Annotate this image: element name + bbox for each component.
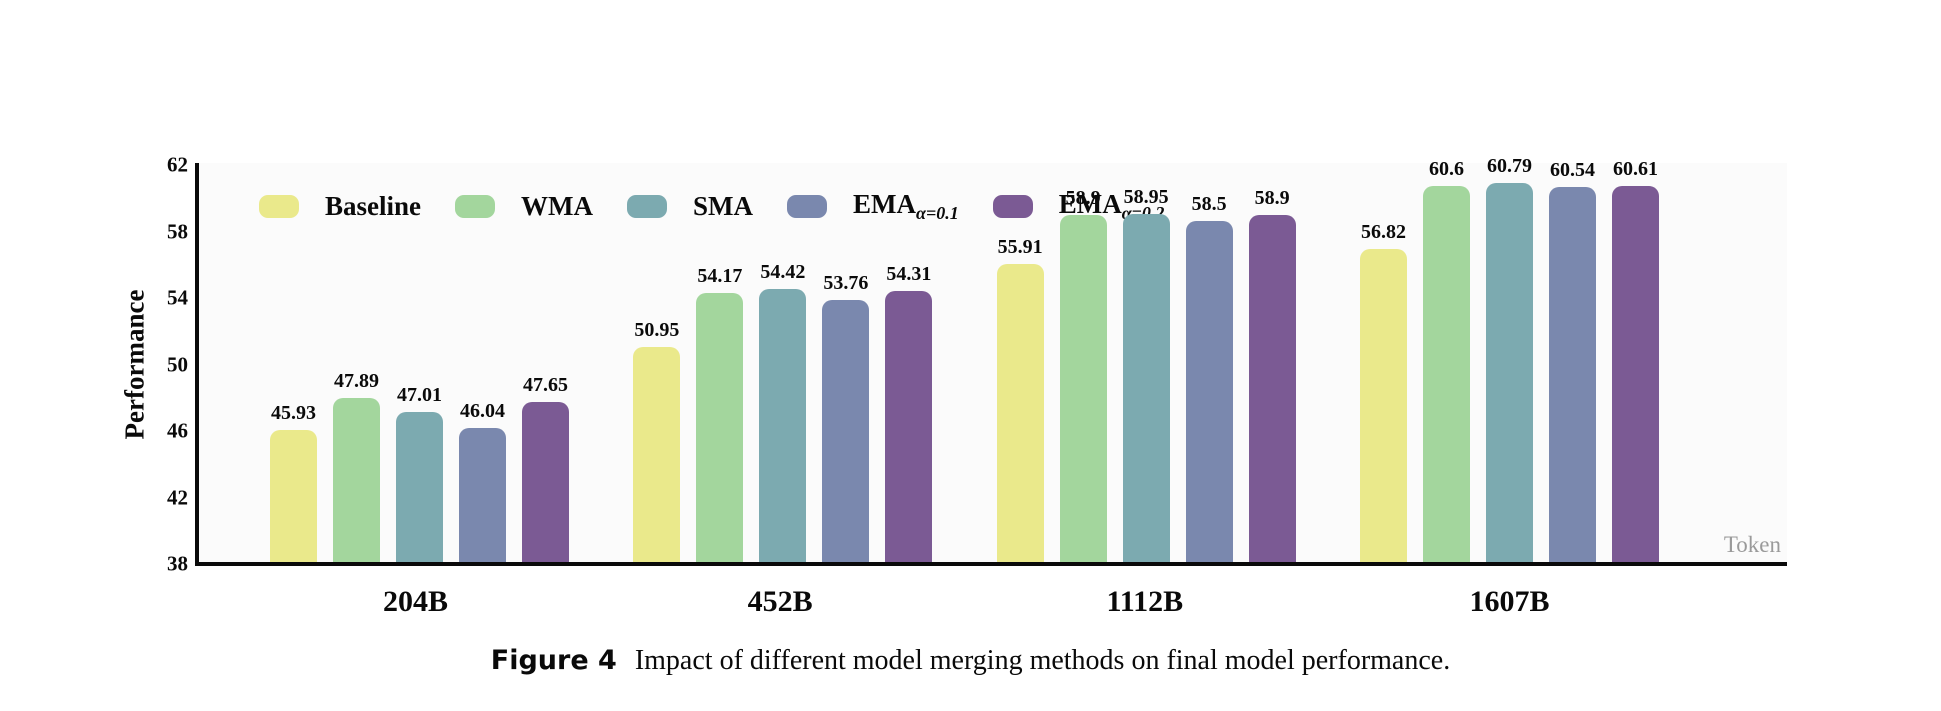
figure-caption-label: Figure 4 (490, 645, 617, 676)
bar-EMA-α=0.1-1112B (1185, 221, 1233, 562)
legend-label: WMA (521, 191, 593, 221)
bar-groups: 45.93 47.89 47.01 46.04 47.65 50.95 54.17 54.42… (199, 156, 1787, 562)
bar-WMA-452B (696, 293, 744, 562)
bar-value-label: 60.6 (1428, 158, 1464, 181)
bar-wrap: 54.31 (885, 262, 933, 562)
bar-wrap: 45.93 (270, 403, 317, 562)
y-tick-label: 46 (167, 418, 188, 443)
bar-wrap: 50.95 (633, 318, 681, 562)
figure-caption-text: Impact of different model merging method… (634, 645, 1451, 676)
bar-value-label: 45.93 (271, 402, 316, 425)
legend-item: WMA (455, 193, 593, 220)
bar-value-label: 50.95 (634, 318, 680, 341)
bar-SMA-204B (396, 412, 443, 562)
bar-value-label: 60.61 (1612, 158, 1658, 181)
bar-SMA-1607B (1485, 183, 1533, 562)
bar-value-label: 46.04 (460, 400, 505, 423)
bar-SMA-1112B (1122, 213, 1170, 562)
bar-WMA-1112B (1059, 214, 1107, 562)
bar-value-label: 54.17 (697, 265, 743, 288)
bar-wrap: 58.95 (1122, 185, 1170, 562)
legend-label-subscript: α=0.1 (916, 203, 959, 223)
y-axis-ticks: 38 42 46 50 54 58 62 (140, 154, 188, 574)
bar-group-452B: 50.95 54.17 54.42 53.76 54.31 (633, 261, 933, 562)
bar-EMA-α=0.1-452B (822, 300, 870, 562)
legend-swatch-icon (992, 195, 1033, 218)
bar-EMA-α=0.2-1112B (1248, 214, 1296, 562)
bar-EMA-α=0.2-452B (885, 290, 933, 562)
bar-WMA-1607B (1422, 186, 1470, 562)
x-category-204B: 204B (382, 585, 448, 618)
bar-EMA-α=0.1-204B (459, 428, 506, 562)
bar-wrap: 58.5 (1185, 193, 1233, 562)
bar-value-label: 58.9 (1254, 186, 1290, 209)
bar-Baseline-1112B (996, 264, 1044, 562)
legend-swatch-icon (627, 195, 667, 218)
legend-item: Baseline (259, 193, 421, 220)
x-category-1112B: 1112B (1106, 585, 1184, 618)
bar-wrap: 47.01 (396, 385, 443, 562)
figure-caption: Figure 4 Impact of different model mergin… (0, 645, 1941, 677)
y-tick-label: 62 (167, 152, 188, 177)
bar-wrap: 53.76 (822, 272, 870, 562)
bar-value-label: 60.54 (1549, 159, 1595, 182)
y-tick-label: 42 (167, 485, 188, 509)
bar-wrap: 60.61 (1611, 158, 1659, 562)
bar-wrap: 58.9 (1248, 186, 1296, 562)
legend-swatch-icon (455, 195, 496, 218)
bar-Baseline-1607B (1359, 249, 1407, 562)
bar-value-label: 58.5 (1191, 193, 1227, 216)
bar-group-1607B: 56.82 60.6 60.79 60.54 60.61 (1359, 155, 1659, 562)
legend-label: EMAα=0.1 (853, 189, 959, 223)
legend-label: SMA (693, 191, 753, 221)
bar-value-label: 60.79 (1486, 155, 1532, 178)
bar-value-label: 53.76 (823, 272, 869, 294)
bar-SMA-452B (759, 289, 807, 562)
bar-wrap: 46.04 (459, 401, 506, 562)
x-axis-title: Token (1723, 532, 1781, 557)
bar-EMA-α=0.2-204B (522, 401, 569, 562)
bar-wrap: 47.89 (333, 371, 380, 562)
bar-wrap: 60.79 (1485, 155, 1533, 562)
bar-group-1112B: 55.91 58.9 58.95 58.5 58.9 (996, 185, 1296, 562)
bar-WMA-204B (333, 397, 380, 562)
legend-item: SMA (627, 193, 753, 220)
bar-value-label: 55.91 (997, 236, 1043, 259)
bar-wrap: 54.17 (696, 265, 744, 562)
bar-value-label: 56.82 (1360, 221, 1406, 244)
bar-value-label: 58.95 (1123, 185, 1169, 208)
bar-value-label: 54.31 (886, 262, 932, 285)
y-tick-label: 50 (167, 352, 188, 376)
bar-wrap: 60.6 (1422, 158, 1470, 562)
bar-Baseline-452B (633, 346, 681, 562)
bar-EMA-α=0.1-1607B (1548, 187, 1596, 562)
bar-wrap: 47.65 (522, 375, 569, 562)
bar-wrap: 54.42 (759, 261, 807, 562)
x-category-1607B: 1607B (1469, 585, 1550, 618)
bar-value-label: 47.01 (397, 384, 442, 407)
bar-wrap: 55.91 (996, 236, 1044, 562)
y-tick-label: 58 (167, 219, 188, 243)
y-tick-label: 54 (167, 285, 188, 310)
bar-EMA-α=0.2-1607B (1611, 186, 1659, 562)
bar-value-label: 58.9 (1065, 186, 1101, 209)
legend-swatch-icon (787, 195, 827, 218)
legend-item: EMAα=0.1 (787, 191, 959, 222)
legend-swatch-icon (259, 195, 299, 218)
bar-wrap: 56.82 (1359, 221, 1407, 562)
bar-Baseline-204B (270, 430, 317, 562)
bar-wrap: 60.54 (1548, 159, 1596, 562)
bar-value-label: 47.65 (523, 373, 568, 396)
x-category-452B: 452B (747, 585, 813, 618)
y-tick-label: 38 (167, 551, 188, 576)
bar-value-label: 47.89 (334, 369, 379, 392)
x-category-labels: 204B 452B 1112B 1607B (195, 585, 1787, 619)
legend-label: Baseline (325, 191, 422, 221)
bar-wrap: 58.9 (1059, 186, 1107, 562)
bar-value-label: 54.42 (760, 261, 806, 283)
bar-group-204B: 45.93 47.89 47.01 46.04 47.65 (270, 371, 569, 562)
